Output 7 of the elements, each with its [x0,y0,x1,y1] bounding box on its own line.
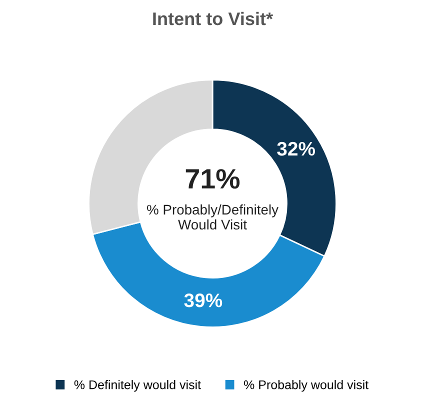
chart-title: Intent to Visit* [153,12,274,26]
data-label: 39% [184,293,222,308]
text: 71% [186,169,240,189]
data-label: 32% [277,142,316,156]
text: % Probably/Definitely Would Visit [146,204,278,230]
legend-label: % Probably would visit [244,380,368,392]
legend-label: % Definitely would visit [74,380,201,392]
